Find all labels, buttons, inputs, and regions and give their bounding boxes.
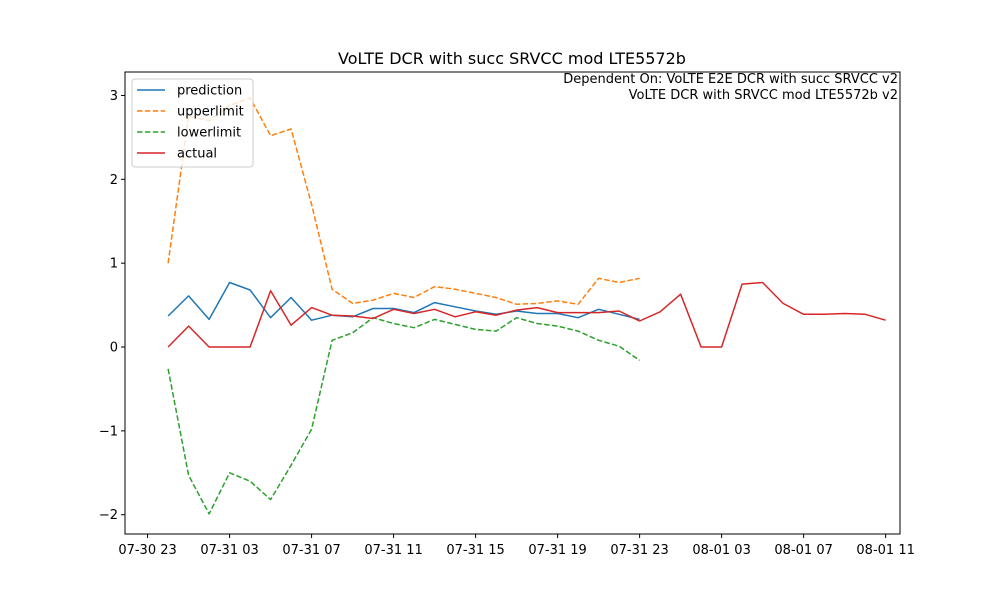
x-tick-label: 08-01 03 xyxy=(692,543,750,558)
x-tick-label: 07-31 03 xyxy=(200,543,258,558)
y-tick-label: 0 xyxy=(110,341,118,356)
x-tick-label: 07-31 19 xyxy=(528,543,586,558)
series-line-prediction xyxy=(167,281,640,321)
y-tick-label: −1 xyxy=(99,424,118,439)
dependency-annotation-line-1: Dependent On: VoLTE E2E DCR with succ SR… xyxy=(563,72,898,87)
x-tick-label: 07-31 15 xyxy=(446,543,504,558)
x-tick-label: 07-30 23 xyxy=(118,543,176,558)
series-group xyxy=(167,97,886,515)
plot-frame xyxy=(124,71,901,535)
legend-label-actual: actual xyxy=(177,147,217,162)
y-tick-label: 3 xyxy=(110,89,118,104)
chart-title: VoLTE DCR with succ SRVCC mod LTE5572b xyxy=(338,49,686,68)
series-line-upperlimit xyxy=(167,97,640,306)
x-tick-label: 07-31 07 xyxy=(282,543,340,558)
x-tick-label: 07-31 23 xyxy=(610,543,668,558)
y-tick-label: 1 xyxy=(110,257,118,272)
legend-label-lowerlimit: lowerlimit xyxy=(177,126,241,141)
x-axis: 07-30 23 07-31 03 07-31 07 07-31 11 07-31 15… xyxy=(118,534,915,558)
x-tick-label: 08-01 07 xyxy=(774,543,832,558)
y-axis: −2 −1 0 1 2 3 xyxy=(99,89,125,523)
legend: prediction upperlimit lowerlimit actual xyxy=(131,78,254,168)
dependency-annotation-line-2: VoLTE DCR with SRVCC mod LTE5572b v2 xyxy=(629,88,898,103)
x-tick-label: 07-31 11 xyxy=(364,543,422,558)
legend-label-prediction: prediction xyxy=(177,84,242,99)
legend-box xyxy=(131,78,254,168)
y-tick-label: −2 xyxy=(99,508,118,523)
legend-label-upperlimit: upperlimit xyxy=(177,105,244,120)
series-line-lowerlimit xyxy=(167,316,641,515)
x-tick-label: 08-01 11 xyxy=(856,543,914,558)
y-tick-label: 2 xyxy=(110,173,118,188)
series-line-actual xyxy=(167,281,886,348)
